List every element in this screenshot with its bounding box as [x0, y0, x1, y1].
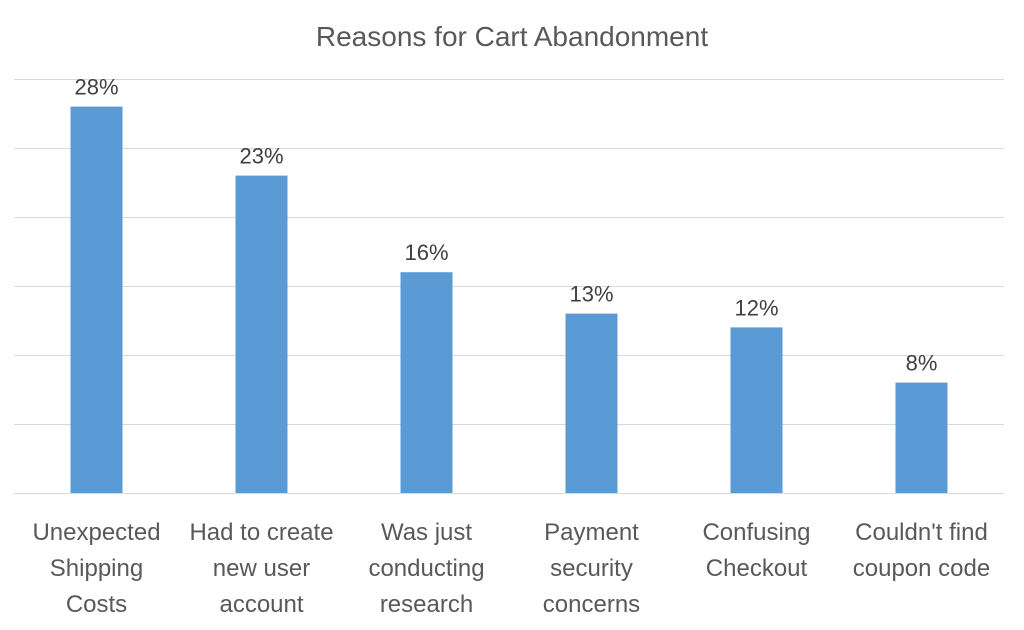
category-label-line: security — [550, 555, 633, 582]
category-label-line: Shipping — [50, 555, 143, 582]
bar-value-label: 8% — [906, 351, 938, 376]
category-label: Confusing Checkout — [702, 519, 810, 582]
category-label-line: concerns — [543, 591, 640, 618]
bar — [70, 106, 123, 493]
category-label-line: Couldn't find — [855, 519, 988, 546]
bar-value-label: 13% — [569, 282, 613, 307]
bar-value-label: 16% — [404, 240, 448, 265]
category-label: Was just conducting research — [368, 519, 484, 618]
bar — [565, 313, 618, 493]
category-label-line: Had to create — [189, 519, 333, 546]
bar-value-label: 12% — [734, 295, 778, 320]
bar — [400, 272, 453, 493]
value-labels: 28% 23% 16% 13% 12% 8% — [74, 75, 937, 376]
category-label-line: Checkout — [706, 555, 808, 582]
category-label-line: conducting — [368, 555, 484, 582]
category-label-line: Payment — [544, 519, 639, 546]
bar — [235, 175, 288, 493]
category-label-line: Confusing — [702, 519, 810, 546]
category-labels: Unexpected Shipping Costs Had to create new … — [32, 519, 990, 618]
category-label-line: new user — [213, 555, 310, 582]
category-label: Payment security concerns — [543, 519, 640, 618]
category-label-line: research — [380, 591, 473, 618]
category-label-line: account — [219, 591, 303, 618]
bar — [895, 382, 948, 493]
category-label-line: Unexpected — [32, 519, 160, 546]
category-label-line: Was just — [381, 519, 472, 546]
category-label: Unexpected Shipping Costs — [32, 519, 160, 618]
gridlines — [14, 79, 1004, 494]
chart-title: Reasons for Cart Abandonment — [316, 21, 708, 52]
bar-value-label: 23% — [239, 144, 283, 169]
category-label-line: coupon code — [853, 555, 990, 582]
bars — [70, 106, 948, 493]
category-label: Had to create new user account — [189, 519, 333, 618]
category-label-line: Costs — [66, 591, 127, 618]
bar — [730, 327, 783, 493]
category-label: Couldn't find coupon code — [853, 519, 990, 582]
bar-value-label: 28% — [74, 75, 118, 100]
